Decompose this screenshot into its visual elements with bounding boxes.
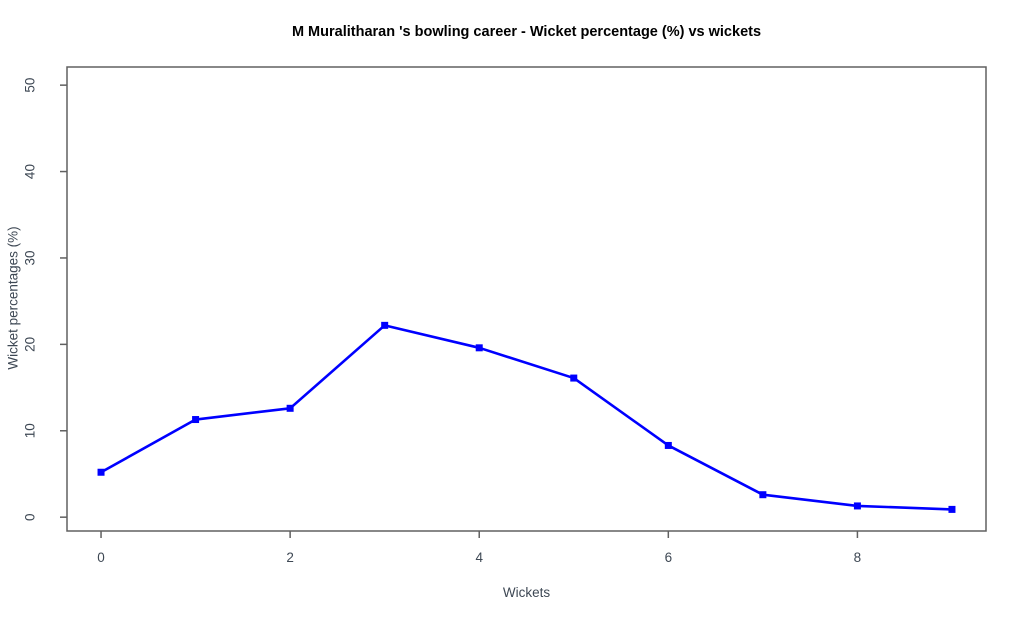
y-tick-label: 10 — [23, 423, 38, 438]
data-point-marker — [948, 505, 956, 513]
data-point-marker — [475, 344, 483, 352]
data-point-marker — [664, 441, 672, 449]
x-tick-label: 0 — [97, 550, 105, 565]
data-point-marker — [286, 404, 294, 412]
chart-title: M Muralitharan 's bowling career - Wicke… — [291, 24, 762, 40]
y-tick-label: 0 — [23, 513, 38, 521]
x-tick-label: 6 — [665, 550, 673, 565]
data-point-marker — [759, 491, 767, 499]
y-tick-label: 50 — [23, 78, 38, 93]
data-point-marker — [381, 321, 389, 329]
x-tick-label: 8 — [854, 550, 862, 565]
x-axis-label: Wickets — [502, 585, 551, 600]
data-line — [99, 324, 954, 511]
y-tick-label: 40 — [23, 164, 38, 179]
y-tick-label: 30 — [23, 250, 38, 265]
data-point-marker — [570, 374, 578, 382]
x-tick-label: 2 — [286, 550, 294, 565]
plot-border — [66, 66, 987, 532]
x-tick-label: 4 — [475, 550, 483, 565]
data-point-marker — [853, 502, 861, 510]
data-point-marker — [192, 416, 200, 424]
data-point-marker — [97, 468, 105, 476]
y-tick-label: 20 — [23, 337, 38, 352]
